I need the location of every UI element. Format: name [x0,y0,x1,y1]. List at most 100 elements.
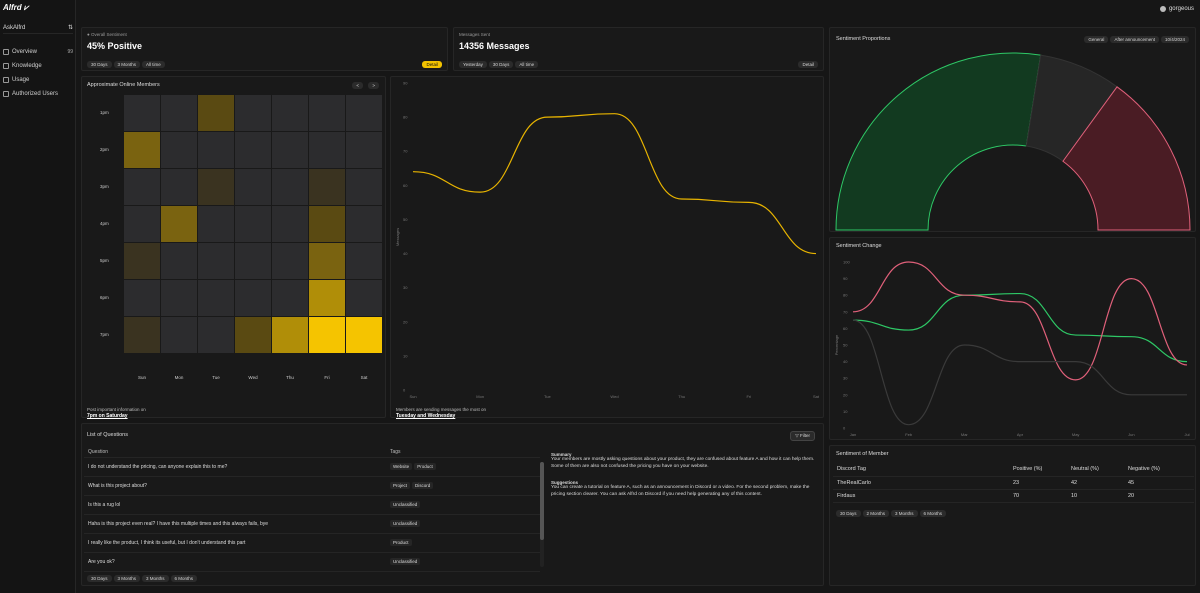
heatmap-cell[interactable] [235,317,271,353]
next-week-button[interactable]: > [368,82,379,89]
heatmap-cell[interactable] [198,132,234,168]
heatmap-day-label: Fri [324,375,330,380]
range-30-days[interactable]: 30 Days [488,61,514,68]
heatmap-cell[interactable] [198,243,234,279]
heatmap-cell[interactable] [346,280,382,316]
table-row[interactable]: I really like the product, I think its u… [84,533,540,553]
range-3-months[interactable]: 3 Months [113,575,141,582]
tag-badge[interactable]: Unclassified [390,520,421,527]
table-row[interactable]: I do not understand the pricing, can any… [84,457,540,477]
sidebar-item-authorized-users[interactable]: Authorized Users [3,87,73,101]
prev-week-button[interactable]: < [352,82,363,89]
heatmap-cell[interactable] [309,169,345,205]
heatmap-cell[interactable] [272,95,308,131]
heatmap-cell[interactable] [235,95,271,131]
heatmap-cell[interactable] [346,317,382,353]
heatmap-cell[interactable] [161,243,197,279]
heatmap-cell[interactable] [346,95,382,131]
heatmap-cell[interactable] [309,206,345,242]
sidebar-item-knowledge[interactable]: Knowledge [3,59,73,73]
heatmap-cell[interactable] [198,169,234,205]
heatmap-cell[interactable] [161,206,197,242]
tag-badge[interactable]: Product [414,463,436,470]
heatmap-cell[interactable] [198,280,234,316]
range-6-months[interactable]: 6 Months [170,575,198,582]
table-row[interactable]: What is this project about? Project Discor… [84,476,540,496]
heatmap-cell[interactable] [272,206,308,242]
tag-badge[interactable]: Unclassified [390,558,421,565]
range-all-time[interactable]: All time [515,61,539,68]
table-row[interactable]: Haha is this project even real? I have t… [84,514,540,534]
range-yesterday[interactable]: Yesterday [459,61,487,68]
heatmap-cell[interactable] [272,169,308,205]
tag-badge[interactable]: Website [390,463,413,470]
workspace-switcher[interactable]: AskAlfrd ⇅ [3,22,73,34]
heatmap-cell[interactable] [124,95,160,131]
chip-date[interactable]: 10/4/2024 [1160,36,1189,43]
heatmap-cell[interactable] [272,243,308,279]
table-row[interactable]: Firdaus 70 10 20 [833,489,1194,503]
heatmap-cell[interactable] [346,132,382,168]
scrollbar-thumb[interactable] [540,462,544,540]
heatmap-cell[interactable] [124,206,160,242]
tag-badge[interactable]: Product [390,539,412,546]
heatmap-cell[interactable] [235,169,271,205]
range-all-time[interactable]: All time [142,61,165,68]
heatmap-cell[interactable] [309,132,345,168]
heatmap-cell[interactable] [235,206,271,242]
range-2-months[interactable]: 2 Months [862,510,890,517]
range-6-months[interactable]: 6 Months [919,510,947,517]
range-3-months-b[interactable]: 3 Months [142,575,169,582]
heatmap-cell[interactable] [309,243,345,279]
heatmap-cell[interactable] [161,280,197,316]
range-30-days[interactable]: 30 Days [87,61,112,68]
heatmap-cell[interactable] [161,169,197,205]
sentiment-detail-button[interactable]: Detail [422,61,442,68]
heatmap-cell[interactable] [272,280,308,316]
range-3-months[interactable]: 3 Months [113,61,141,68]
table-row[interactable]: Is this a rug lol Unclassified [84,495,540,515]
chip-general[interactable]: General [1084,36,1109,43]
messages-detail-button[interactable]: Detail [798,61,818,68]
table-row[interactable]: Are you ok? Unclassified [84,552,540,572]
heatmap-cell[interactable] [124,243,160,279]
logo[interactable]: Alfrd ⩗ [3,3,28,13]
tag-badge[interactable]: Unclassified [390,501,421,508]
heatmap-cell[interactable] [309,95,345,131]
filter-button[interactable]: ▽ Filter [790,431,815,441]
range-3-months[interactable]: 3 Months [891,510,918,517]
heatmap-cell[interactable] [198,317,234,353]
chip-after-announcement[interactable]: After announcement [1110,36,1159,43]
sidebar-item-usage[interactable]: Usage [3,73,73,87]
heatmap-cell[interactable] [198,206,234,242]
heatmap-cell[interactable] [161,317,197,353]
heatmap-cell[interactable] [346,169,382,205]
heatmap-cell[interactable] [272,132,308,168]
heatmap-cell[interactable] [272,317,308,353]
heatmap-cell[interactable] [124,280,160,316]
tag-badge[interactable]: Discord [412,482,434,489]
heatmap-cell[interactable] [124,132,160,168]
questions-scrollbar[interactable] [540,462,544,567]
table-row[interactable]: TheRealCarlo 23 42 45 [833,476,1194,490]
heatmap-cell[interactable] [346,243,382,279]
heatmap-cell[interactable] [235,280,271,316]
heatmap-cell[interactable] [198,95,234,131]
heatmap-cell[interactable] [309,280,345,316]
heatmap-cell[interactable] [346,206,382,242]
sidebar-item-overview[interactable]: Overview 99 [3,45,73,59]
gauge-slice-positive[interactable] [835,52,1042,231]
heatmap-cell[interactable] [161,132,197,168]
range-30-days[interactable]: 30 Days [836,510,861,517]
heatmap-cell[interactable] [124,317,160,353]
heatmap-cell[interactable] [161,95,197,131]
heatmap-cell[interactable] [235,132,271,168]
user-menu[interactable]: gorgeous [1159,4,1194,14]
range-30-days[interactable]: 30 Days [87,575,112,582]
heatmap-cell[interactable] [235,243,271,279]
heatmap-cell[interactable] [309,317,345,353]
tag-badge[interactable]: Project [390,482,411,489]
gauge-slice-negative[interactable] [1062,86,1191,231]
heatmap-cell[interactable] [124,169,160,205]
